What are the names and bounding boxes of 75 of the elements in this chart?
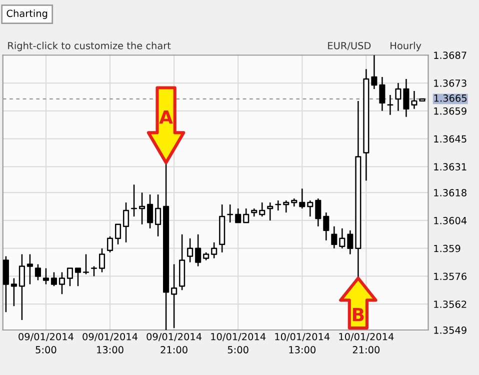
candlestick	[163, 162, 170, 330]
text: EUR/USD	[328, 42, 371, 50]
candlestick	[323, 212, 330, 241]
y-tick-label: 1.3549	[434, 326, 466, 334]
candlestick	[235, 208, 242, 224]
candlestick	[315, 198, 322, 228]
candlestick	[50, 272, 57, 287]
candlestick	[387, 94, 394, 116]
candlestick	[339, 228, 346, 249]
candlestick	[211, 242, 218, 259]
candlestick	[227, 204, 234, 224]
x-tick-label: 09/01/2014 21:00	[146, 332, 202, 354]
candlestick	[379, 76, 386, 112]
candlestick	[219, 204, 226, 253]
candlestick	[299, 188, 306, 210]
candlestick	[307, 200, 314, 218]
candlestick	[122, 202, 130, 243]
candlestick	[283, 200, 290, 214]
y-tick-label: 1.3687	[434, 52, 466, 59]
candlestick	[106, 236, 114, 253]
candlestick	[243, 208, 250, 224]
candlestick	[98, 248, 106, 273]
chart-title: Charting	[6, 10, 48, 19]
candlestick	[155, 194, 162, 238]
candlestick	[147, 194, 154, 230]
candlestick	[331, 226, 338, 249]
candlestick	[275, 200, 282, 212]
y-tick-label: 1.3673	[434, 79, 466, 87]
candlestick	[179, 234, 186, 291]
candlestick	[355, 100, 362, 279]
y-tick-label: 1.3631	[434, 163, 466, 170]
candlestick	[187, 238, 194, 263]
candlestick	[203, 252, 210, 261]
candlestick	[139, 192, 146, 226]
text: Hourly	[390, 42, 422, 52]
candlestick	[42, 268, 49, 285]
candlestick	[66, 268, 74, 287]
x-tick-label: 10/01/2014 5:00	[211, 332, 266, 354]
text: Right-click to customize the chart	[8, 42, 171, 52]
candlestick	[267, 202, 274, 222]
candlestick	[90, 266, 98, 277]
candlestick	[26, 254, 33, 285]
y-tick-label: 1.3604	[434, 216, 467, 224]
candlestick	[34, 264, 41, 281]
y-tick-label: 1.3576	[434, 272, 466, 280]
candlestick	[251, 208, 258, 218]
annotation: B	[352, 308, 364, 322]
x-tick-label: 09/01/2014 13:00	[82, 332, 138, 354]
candlestick	[371, 55, 378, 90]
candlestick	[347, 230, 354, 255]
y-tick-label: 1.3618	[434, 189, 466, 196]
annotation: A	[159, 110, 173, 124]
candlestick	[419, 98, 426, 102]
candlestick	[131, 184, 138, 218]
x-tick-label: 09/01/2014 5:00	[18, 332, 74, 354]
candlestick	[114, 224, 122, 245]
y-tick-label: 1.3562	[434, 300, 466, 308]
x-tick-label: 10/01/2014 13:00	[275, 332, 330, 354]
ref-line-label: 1.3665	[434, 94, 466, 102]
candlestick	[395, 82, 402, 112]
candlestick	[58, 272, 66, 295]
y-tick-label: 1.3659	[434, 107, 466, 115]
candlestick	[82, 254, 90, 275]
candlestick	[10, 278, 17, 307]
candlestick	[411, 90, 418, 110]
candlestick	[259, 202, 266, 218]
candlestick	[291, 198, 298, 208]
candlestick	[18, 254, 25, 321]
x-tick-label: 10/01/2014 21:00	[339, 332, 394, 354]
y-tick-label: 1.359	[434, 244, 460, 252]
candlestick	[403, 78, 410, 118]
y-tick-label: 1.3645	[434, 135, 466, 143]
candlestick	[74, 268, 82, 287]
candlestick	[2, 256, 9, 313]
candlestick	[195, 234, 202, 267]
